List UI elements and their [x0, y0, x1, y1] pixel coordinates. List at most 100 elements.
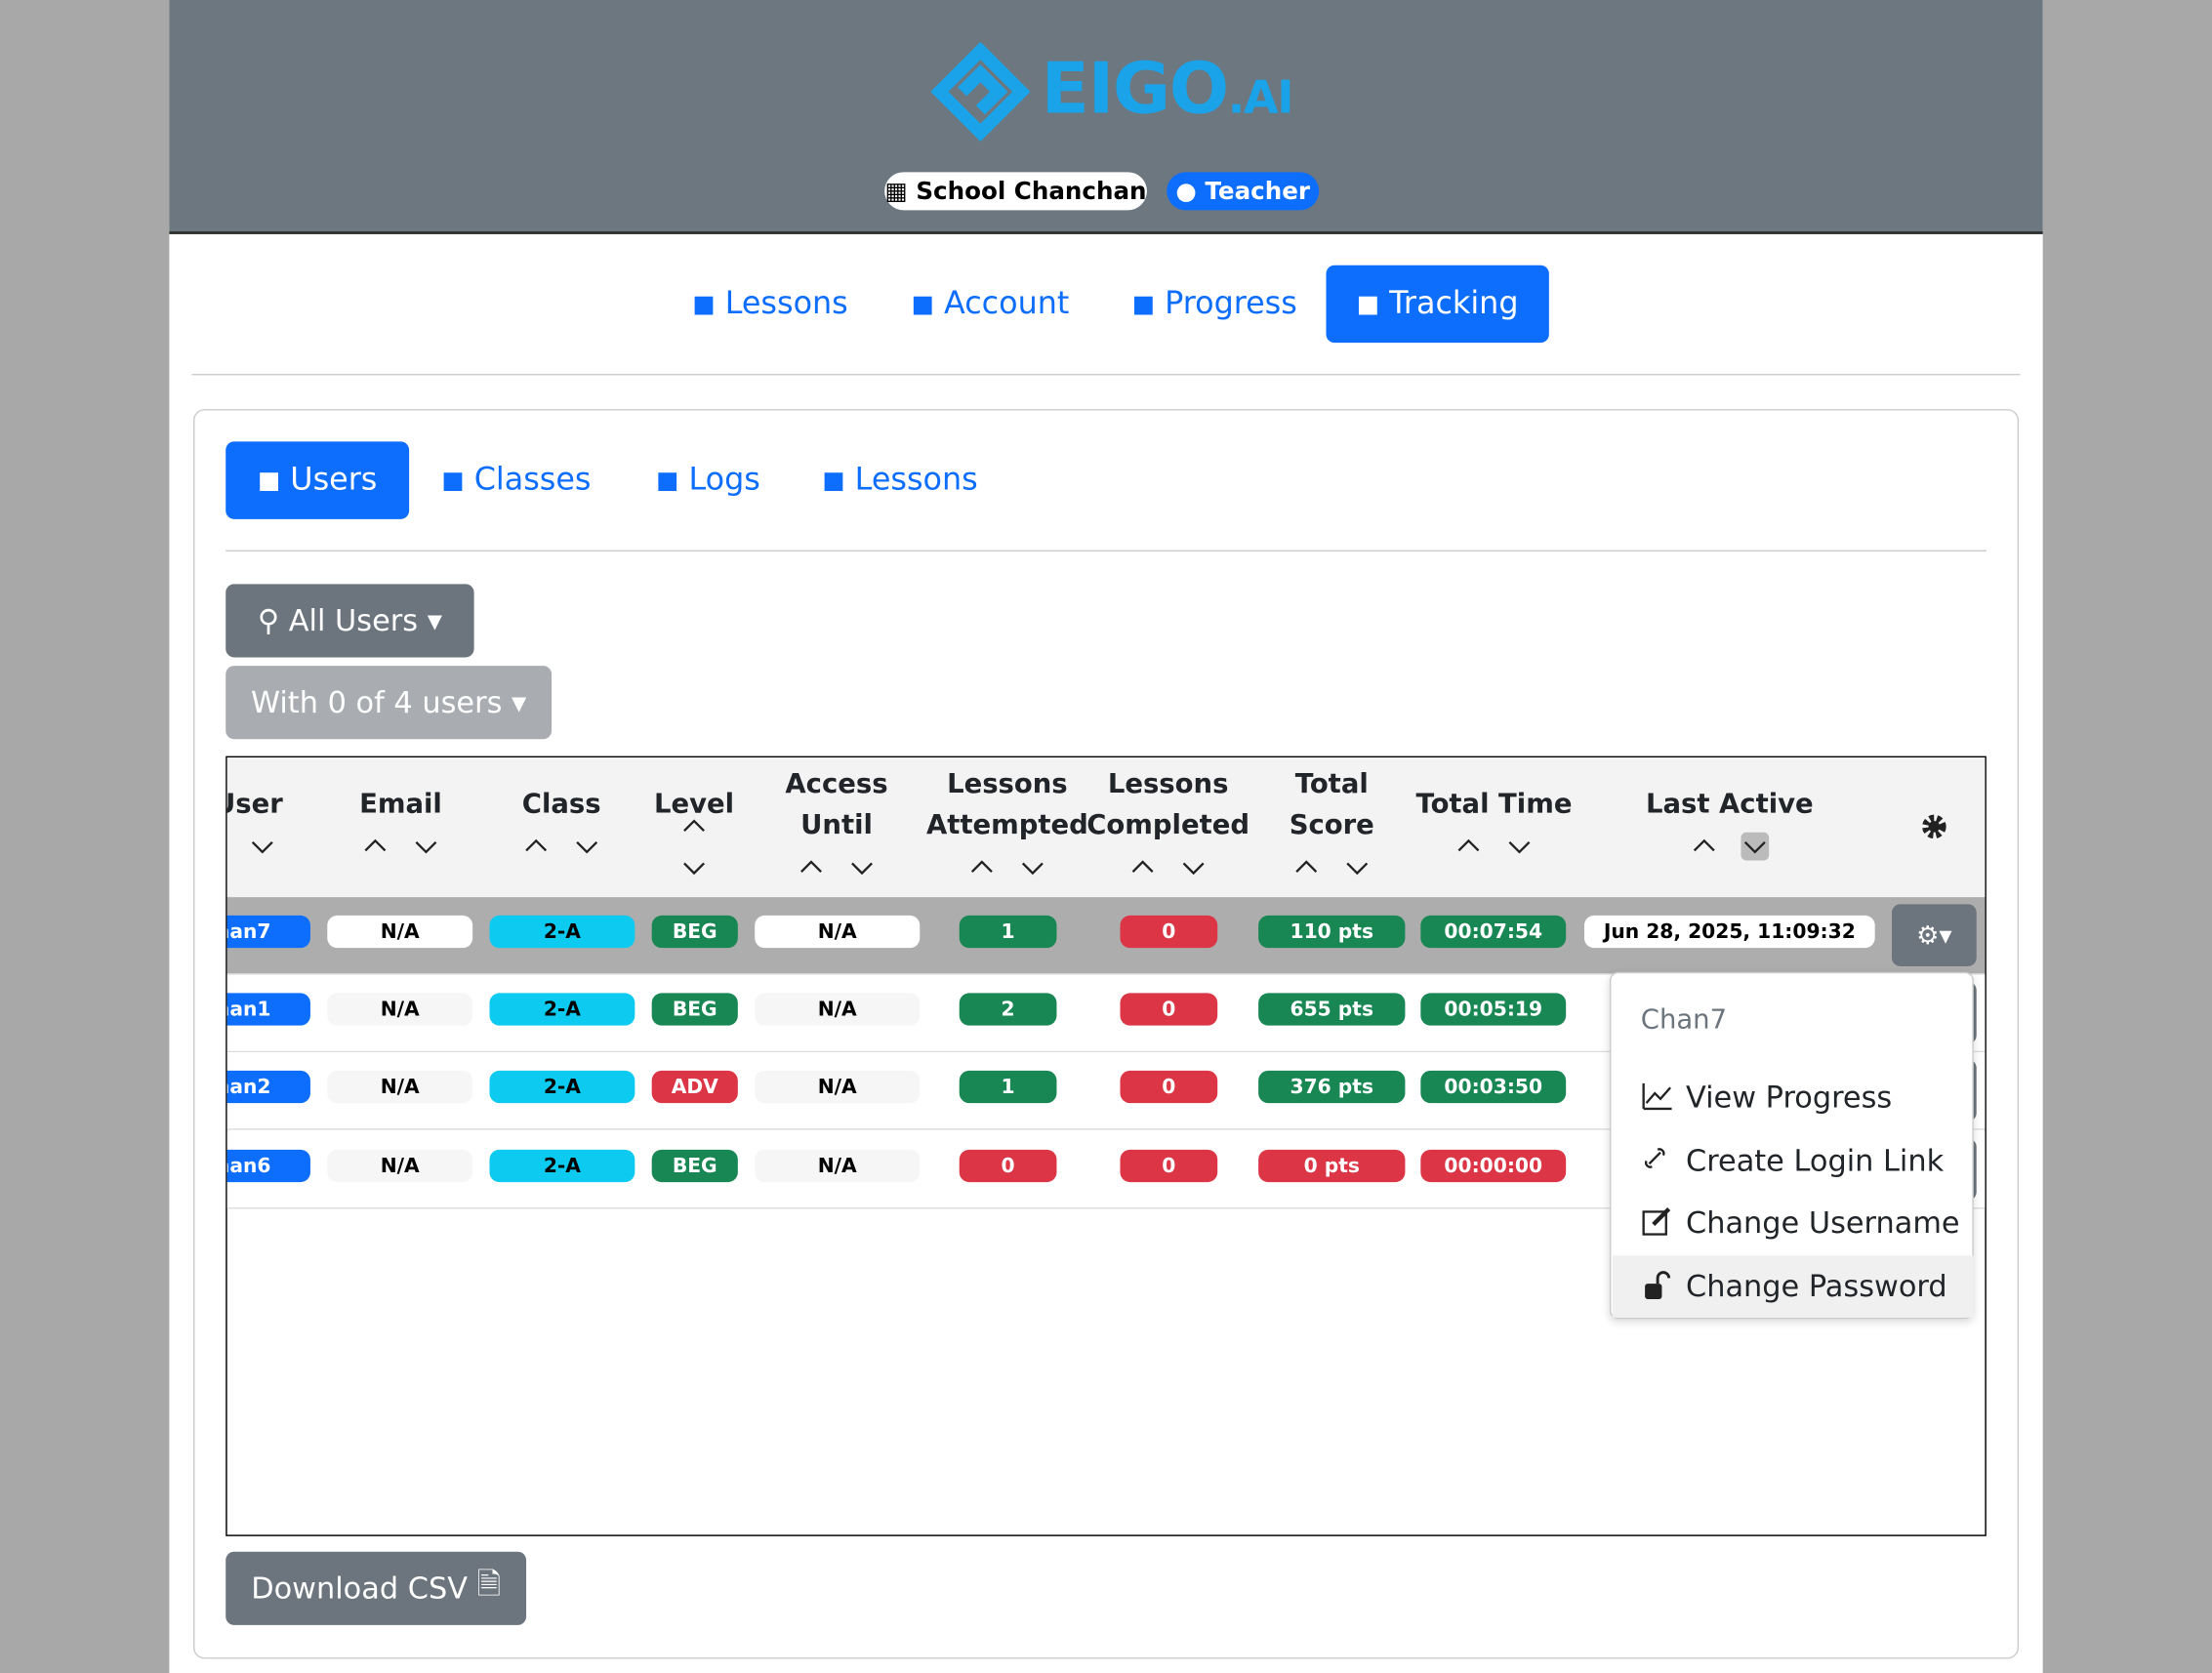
cell-badge: 2-A — [489, 915, 635, 949]
logo-name: EIGO — [1041, 48, 1230, 130]
sort-arrow — [361, 833, 389, 861]
cell-badge[interactable]: Chan1 — [226, 993, 310, 1026]
sort-arrow — [1454, 833, 1483, 861]
cell-badge: N/A — [755, 915, 921, 949]
nav-tab[interactable]: ■ Account — [911, 286, 1070, 322]
cell-badge: 00:05:19 — [1420, 993, 1567, 1026]
cell-badge: BEG — [651, 993, 738, 1026]
column-header: User — [227, 788, 283, 820]
sub-tab[interactable]: ■ Lessons — [822, 463, 978, 499]
cell-badge: N/A — [327, 993, 473, 1026]
cell-badge: N/A — [755, 1149, 921, 1183]
settings-icon — [1920, 812, 1948, 840]
cell-badge: ADV — [651, 1070, 738, 1104]
column-header: Last Active — [1645, 788, 1814, 820]
sub-tab[interactable]: ■ Users — [225, 441, 410, 519]
cell-badge: 2-A — [489, 1149, 635, 1183]
sort-arrow — [1690, 833, 1718, 861]
cell-badge: 0 — [1120, 993, 1218, 1026]
cell-badge: BEG — [651, 1149, 738, 1183]
sort-arrow — [798, 853, 826, 881]
column-header: Level — [654, 788, 735, 820]
nav-label: Lessons — [724, 286, 848, 322]
sort-arrow — [248, 833, 276, 861]
sub-tab-label: Lessons — [854, 463, 978, 499]
menu-item[interactable]: View Progress — [1613, 1067, 1974, 1129]
cell-badge[interactable]: Chan2 — [226, 1070, 310, 1104]
sub-tab-label: Users — [290, 463, 378, 499]
column-header: Email — [359, 788, 442, 820]
sort-arrow — [680, 853, 709, 881]
cell-badge: 0 pts — [1258, 1149, 1406, 1183]
sort-arrow — [573, 833, 601, 861]
cell-badge: BEG — [651, 915, 738, 949]
selection-label: With 0 of 4 users — [251, 685, 503, 720]
logo-icon — [930, 42, 1031, 143]
cell-badge[interactable]: Chan7 — [226, 915, 310, 949]
logo: EIGO. AI — [1041, 48, 1294, 130]
nav-label: Progress — [1165, 286, 1297, 322]
nav-tab[interactable]: ■ Progress — [1131, 286, 1297, 322]
menu-item[interactable]: Change Username — [1613, 1192, 1974, 1254]
dropdown-menu: Chan7 View Progress Create Login Link Chang… — [1609, 971, 1974, 1320]
cell-badge[interactable]: Chan6 — [226, 1149, 310, 1183]
sub-tab-label: Classes — [473, 463, 592, 499]
sort-arrow — [1179, 853, 1208, 881]
cell-badge: 2-A — [489, 993, 635, 1026]
cell-badge: N/A — [755, 993, 921, 1026]
cell-badge: 110 pts — [1258, 915, 1406, 949]
column-header: Total Time — [1415, 788, 1573, 820]
role: Teacher — [1205, 177, 1311, 206]
filter-label: All Users — [288, 603, 419, 638]
school-badge: ▦ School Chanchan — [884, 172, 1147, 211]
card — [192, 409, 2020, 1659]
column-header: Completed — [1086, 809, 1249, 841]
cell-badge: 00:07:54 — [1420, 915, 1567, 949]
cell-badge: 1 — [959, 1070, 1057, 1104]
cell-badge: 1 — [959, 915, 1057, 949]
cell-badge: 2 — [959, 993, 1057, 1026]
cell-badge: 0 — [1120, 1149, 1218, 1183]
cell-badge: N/A — [327, 1149, 473, 1183]
cell-badge: 0 — [1120, 1070, 1218, 1104]
menu-item[interactable]: Create Login Link — [1613, 1129, 1974, 1192]
cell-badge: 0 — [1120, 915, 1218, 949]
menu-item-label: Change Username — [1686, 1205, 1960, 1241]
row-settings-button[interactable]: ⚙▾ — [1892, 904, 1977, 966]
divider — [191, 373, 2021, 376]
cell-badge: 00:00:00 — [1420, 1149, 1567, 1183]
sort-arrow — [967, 853, 996, 881]
column-header: Class — [521, 788, 601, 820]
menu-item-label: Change Password — [1686, 1268, 1947, 1303]
header-row — [226, 757, 1986, 898]
column-header: Total — [1294, 768, 1369, 800]
column-header: Lessons — [947, 768, 1068, 800]
column-header: Until — [800, 809, 873, 841]
nav-tab[interactable]: ■ Lessons — [692, 286, 848, 322]
download-label: Download CSV — [251, 1571, 468, 1606]
sort-arrow — [1018, 853, 1046, 881]
column-header: Score — [1289, 809, 1374, 841]
cell-badge: Jun 28, 2025, 11:09:32 — [1583, 915, 1875, 949]
column-header: Attempted — [925, 809, 1088, 841]
sub-tab[interactable]: ■ Classes — [441, 463, 592, 499]
sort-arrow — [522, 833, 551, 861]
cell-badge: 00:03:50 — [1420, 1070, 1567, 1104]
cell-badge: 655 pts — [1258, 993, 1406, 1026]
logo-suffix: AI — [1243, 70, 1294, 125]
nav-tab[interactable]: ■ Tracking — [1326, 265, 1549, 344]
download-button[interactable]: Download CSV 🗎 — [225, 1551, 527, 1625]
sort-arrow — [1505, 833, 1534, 861]
sub-tab[interactable]: ■ Logs — [656, 463, 760, 499]
sort-arrow — [412, 833, 440, 861]
column-header: Access — [785, 768, 888, 800]
selection-button[interactable]: With 0 of 4 users ▾ — [225, 666, 553, 740]
filter-button[interactable]: ⚲ All Users ▾ — [225, 584, 474, 658]
sort-arrow — [848, 853, 877, 881]
cell-badge: N/A — [755, 1070, 921, 1104]
menu-item[interactable]: Change Password — [1612, 1254, 1974, 1318]
sort-arrow — [1128, 853, 1157, 881]
cell-badge: 376 pts — [1258, 1070, 1406, 1104]
sort-arrow — [1343, 853, 1372, 881]
